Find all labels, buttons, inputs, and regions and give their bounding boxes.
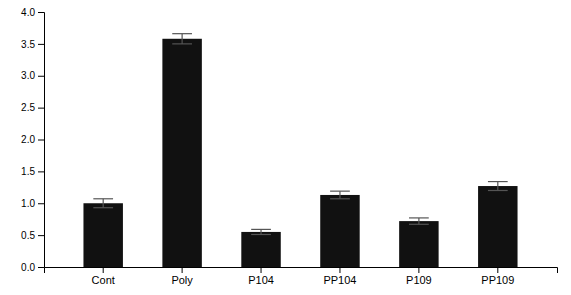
tick-mark	[339, 267, 340, 273]
error-bar	[251, 229, 271, 234]
tick-mark	[38, 203, 44, 204]
x-tick: Cont	[92, 267, 115, 286]
tick-mark	[418, 267, 419, 273]
y-tick: 0.5	[21, 230, 44, 241]
bar	[478, 186, 517, 267]
error-line	[497, 182, 498, 191]
tick-label: 3.5	[21, 39, 35, 50]
x-axis: Cont Poly P104 PP104 P109 PP109	[45, 267, 558, 286]
error-cap	[488, 190, 508, 191]
bar	[399, 221, 438, 267]
tick-label: P109	[406, 274, 432, 286]
error-cap	[409, 224, 429, 225]
error-cap	[93, 207, 113, 208]
error-line	[103, 199, 104, 208]
error-cap	[172, 33, 192, 34]
axis-line	[45, 268, 558, 274]
axis-line	[38, 13, 45, 268]
error-cap	[251, 229, 271, 230]
tick-mark	[38, 76, 44, 77]
x-tick: P104	[248, 267, 274, 286]
bar	[320, 195, 359, 267]
tick-label: Cont	[92, 274, 115, 286]
error-cap	[409, 217, 429, 218]
tick-label: 0.0	[21, 262, 35, 273]
tick-mark	[38, 235, 44, 236]
y-tick: 4.0	[21, 7, 44, 18]
y-tick: 0.0	[21, 262, 44, 273]
tick-mark	[261, 267, 262, 273]
error-cap	[488, 181, 508, 182]
error-bar	[93, 199, 113, 208]
bar	[162, 39, 201, 267]
y-tick: 2.5	[21, 102, 44, 113]
tick-label: 1.5	[21, 166, 35, 177]
tick-label: 0.5	[21, 230, 35, 241]
error-cap	[251, 234, 271, 235]
tick-mark	[497, 267, 498, 273]
error-cap	[93, 198, 113, 199]
tick-label: Poly	[171, 274, 193, 286]
error-line	[260, 229, 261, 234]
tick-mark	[38, 108, 44, 109]
tick-label: 1.0	[21, 198, 35, 209]
tick-label: 2.5	[21, 102, 35, 113]
error-cap	[172, 43, 192, 44]
y-tick: 3.0	[21, 70, 44, 81]
error-bar	[409, 218, 429, 224]
tick-label: P104	[248, 274, 274, 286]
y-axis: 0.0 0.5 1.0 1.5 2.0 2.5 3.0 3.5 4.0	[21, 7, 44, 273]
y-tick: 1.5	[21, 166, 44, 177]
tick-label: PP104	[323, 274, 356, 286]
marks	[83, 34, 517, 267]
x-tick: PP104	[323, 267, 356, 286]
error-bar	[488, 182, 508, 191]
bar	[83, 203, 122, 267]
tick-label: PP109	[481, 274, 514, 286]
error-line	[339, 191, 340, 199]
tick-mark	[182, 267, 183, 273]
x-tick: PP109	[481, 267, 514, 286]
error-bar	[172, 34, 192, 44]
plot: Cont Poly P104 PP104 P109 PP109 0.0 0.5 1.0 1.5 2.…	[21, 7, 557, 286]
error-line	[182, 34, 183, 44]
tick-label: 2.0	[21, 134, 35, 145]
y-tick: 3.5	[21, 39, 44, 50]
error-cap	[330, 198, 350, 199]
tick-mark	[38, 12, 44, 13]
tick-mark	[103, 267, 104, 273]
tick-mark	[38, 171, 44, 172]
tick-label: 4.0	[21, 7, 35, 18]
tick-label: 3.0	[21, 70, 35, 81]
bar	[241, 232, 280, 267]
tick-mark	[38, 44, 44, 45]
tick-mark	[38, 267, 44, 268]
chart: Cont Poly P104 PP104 P109 PP109 0.0 0.5 1.0 1.5 2.…	[0, 0, 571, 295]
error-bar	[330, 191, 350, 199]
x-tick: Poly	[171, 267, 193, 286]
error-line	[418, 218, 419, 224]
tick-mark	[38, 140, 44, 141]
error-cap	[330, 191, 350, 192]
x-tick: P109	[406, 267, 432, 286]
y-tick: 2.0	[21, 134, 44, 145]
y-tick: 1.0	[21, 198, 44, 209]
